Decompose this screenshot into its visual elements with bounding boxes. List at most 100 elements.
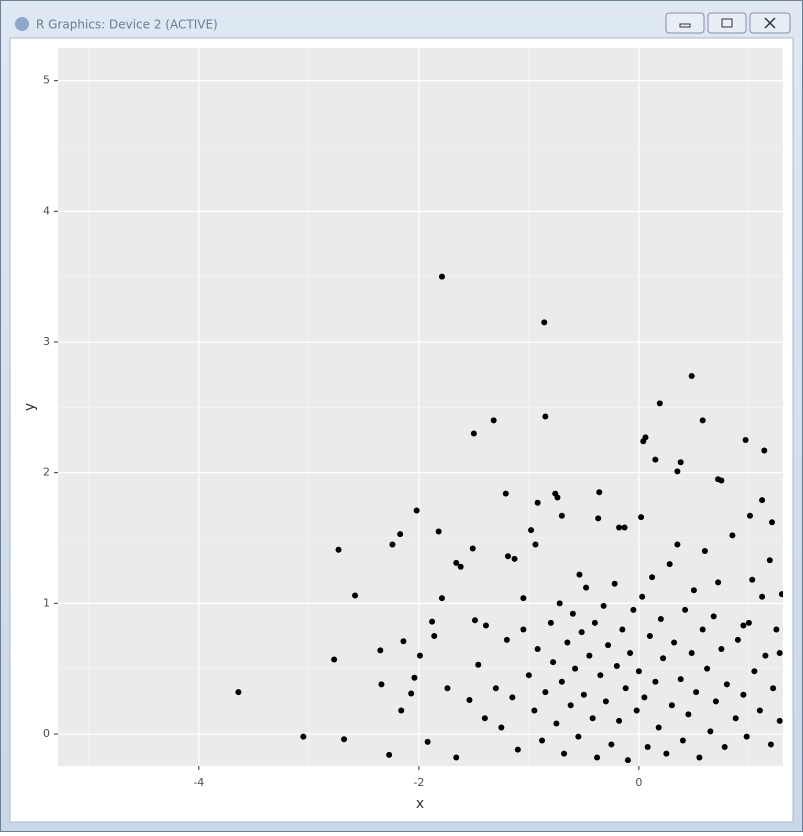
y-tick-label: 3 [43,335,50,348]
point [416,652,423,659]
point [411,674,418,681]
point [492,685,499,692]
point [619,626,626,633]
y-tick-label: 1 [43,596,50,609]
point [569,610,576,617]
point [641,694,648,701]
point [531,707,538,714]
point [547,619,554,626]
r-icon [15,17,29,31]
point [595,515,602,522]
point [431,632,438,639]
point [605,642,612,649]
point [583,584,590,591]
point [712,698,719,705]
point [520,595,527,602]
point [578,629,585,636]
point [608,741,615,748]
point [597,672,604,679]
point [740,691,747,698]
point [668,702,675,709]
point [481,715,488,722]
point [572,665,579,672]
point [335,546,342,553]
point [470,430,477,437]
point [475,661,482,668]
point [622,685,629,692]
point [627,649,634,656]
point [444,685,451,692]
point [435,528,442,535]
x-tick-label: -4 [193,776,204,789]
point [386,751,393,758]
point [429,618,436,625]
point [657,616,664,623]
point [542,689,549,696]
point [377,647,384,654]
point [707,728,714,735]
point [663,750,670,757]
point [424,738,431,745]
point [503,636,510,643]
y-tick-label: 0 [43,727,50,740]
point [710,613,717,620]
point [567,702,574,709]
point [743,733,750,740]
point [550,659,557,666]
point [554,494,561,501]
y-axis-label: y [22,403,38,411]
point [756,707,763,714]
point [768,519,775,526]
point [466,697,473,704]
window-title: R Graphics: Device 2 (ACTIVE) [36,18,218,32]
point [688,649,695,656]
point [715,579,722,586]
point [453,559,460,566]
point [541,319,548,326]
point [688,372,695,379]
point [685,711,692,718]
point [616,524,623,531]
point [655,724,662,731]
point [514,746,521,753]
point [778,591,783,598]
point [656,400,663,407]
point [586,652,593,659]
point [721,744,728,751]
point [770,685,777,692]
point [759,497,766,504]
point [630,606,637,613]
point [766,557,773,564]
point [776,717,783,724]
minimize-button[interactable] [665,12,705,34]
y-tick-label: 4 [43,204,50,217]
point [616,717,623,724]
point [534,646,541,653]
point [511,555,518,562]
point [699,417,706,424]
point [746,512,753,519]
maximize-button[interactable] [707,12,747,34]
point [759,593,766,600]
point [611,580,618,587]
point [482,622,489,629]
point [235,689,242,696]
point [704,665,711,672]
point [635,668,642,675]
minimize-icon [679,23,691,28]
point [352,592,359,599]
point [600,602,607,609]
point [528,527,535,534]
point [638,514,645,521]
point [498,724,505,731]
point [575,733,582,740]
point [696,754,703,761]
point [469,545,476,552]
point [576,571,583,578]
point [666,561,673,568]
point [490,417,497,424]
point [742,436,749,443]
point [539,737,546,744]
point [633,707,640,714]
